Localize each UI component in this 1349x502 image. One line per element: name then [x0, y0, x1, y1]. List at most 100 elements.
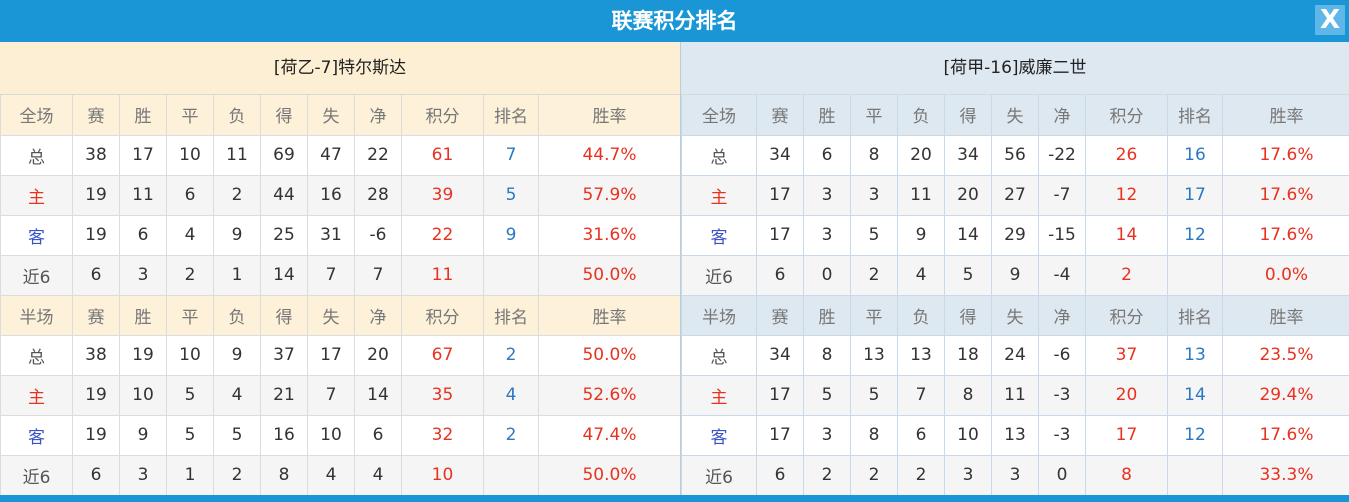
points-cell: 22: [401, 215, 484, 256]
stat-cell: 4: [354, 455, 402, 496]
table-row: 主 19 10 5 4 21 7 14 35 4 52.6%: [0, 375, 681, 416]
stat-cell: -15: [1038, 215, 1086, 256]
dialog-title: 联赛积分排名: [611, 9, 738, 33]
points-cell: 67: [401, 335, 484, 376]
dialog-title-bar: 联赛积分排名 X: [0, 0, 1349, 42]
points-cell: 10: [401, 455, 484, 496]
table-row: 近6 6 3 1 2 8 4 4 10 50.0%: [0, 455, 681, 496]
points-cell: 14: [1085, 215, 1168, 256]
stat-cell: 8: [803, 335, 851, 376]
stat-cell: 31: [307, 215, 355, 256]
standings-table: 全场赛胜平负得失净积分 排名 胜率总 34 6 8 20 34 56 -22 26 16 17.6% 主 1…: [681, 95, 1349, 496]
rank-cell: 5: [483, 175, 539, 216]
stat-cell: 5: [944, 255, 992, 296]
stat-cell: 5: [213, 415, 261, 456]
table-row: 客 19 9 5 5 16 10 6 32 2 47.4%: [0, 415, 681, 456]
stat-cell: 11: [119, 175, 167, 216]
stat-cell: 13: [897, 335, 945, 376]
stat-cell: 38: [72, 335, 120, 376]
stat-cell: 19: [72, 415, 120, 456]
column-header-row: 全场赛胜平负得失净积分 排名 胜率: [681, 95, 1349, 136]
rank-cell: 4: [483, 375, 539, 416]
stat-cell: 34: [944, 135, 992, 176]
rank-cell: 17: [1167, 175, 1223, 216]
stat-cell: 47: [307, 135, 355, 176]
stat-cell: 6: [72, 455, 120, 496]
stat-cell: 13: [991, 415, 1039, 456]
column-header: 失: [307, 95, 355, 136]
rank-cell: [1167, 255, 1223, 296]
column-header: 胜: [119, 295, 167, 336]
row-label: 总: [0, 335, 73, 376]
column-header: 积分: [1085, 95, 1168, 136]
stat-cell: 9: [213, 215, 261, 256]
close-button[interactable]: X: [1315, 5, 1345, 35]
win-rate-cell: 33.3%: [1222, 455, 1349, 496]
column-header: 半场: [0, 295, 73, 336]
stat-cell: 28: [354, 175, 402, 216]
stat-cell: 6: [803, 135, 851, 176]
stat-cell: 4: [897, 255, 945, 296]
rank-cell: 12: [1167, 215, 1223, 256]
points-cell: 26: [1085, 135, 1168, 176]
points-cell: 17: [1085, 415, 1168, 456]
win-rate-cell: 50.0%: [538, 455, 681, 496]
column-header: 负: [897, 295, 945, 336]
stat-cell: 6: [166, 175, 214, 216]
stat-cell: 20: [354, 335, 402, 376]
points-cell: 2: [1085, 255, 1168, 296]
column-header: 胜率: [538, 95, 681, 136]
column-header: 排名: [1167, 95, 1223, 136]
stat-cell: 5: [166, 415, 214, 456]
stat-cell: -6: [1038, 335, 1086, 376]
column-header-row: 半场赛胜平负得失净积分 排名 胜率: [0, 295, 681, 336]
stat-cell: 10: [166, 335, 214, 376]
stat-cell: 0: [803, 255, 851, 296]
rank-cell: 14: [1167, 375, 1223, 416]
stat-cell: 16: [307, 175, 355, 216]
rank-cell: 7: [483, 135, 539, 176]
away-team-panel: [荷甲-16]威廉二世 全场赛胜平负得失净积分 排名 胜率总 34 6 8 20 34 56 -22…: [680, 42, 1349, 496]
column-header: 胜: [803, 95, 851, 136]
win-rate-cell: 57.9%: [538, 175, 681, 216]
column-header: 负: [213, 95, 261, 136]
stat-cell: 24: [991, 335, 1039, 376]
stat-cell: 10: [166, 135, 214, 176]
row-label: 客: [0, 415, 73, 456]
stat-cell: 17: [307, 335, 355, 376]
stat-cell: 2: [213, 455, 261, 496]
stat-cell: 6: [72, 255, 120, 296]
win-rate-cell: 23.5%: [1222, 335, 1349, 376]
column-header: 积分: [401, 295, 484, 336]
stat-cell: 16: [260, 415, 308, 456]
stat-cell: 22: [354, 135, 402, 176]
column-header: 胜: [119, 95, 167, 136]
rank-cell: 13: [1167, 335, 1223, 376]
stat-cell: 6: [354, 415, 402, 456]
stat-cell: 10: [307, 415, 355, 456]
points-cell: 12: [1085, 175, 1168, 216]
close-icon: X: [1319, 5, 1341, 35]
stat-cell: 7: [897, 375, 945, 416]
stat-cell: 27: [991, 175, 1039, 216]
win-rate-cell: 17.6%: [1222, 175, 1349, 216]
column-header: 失: [991, 295, 1039, 336]
rank-cell: 2: [483, 335, 539, 376]
stat-cell: 3: [803, 215, 851, 256]
stat-cell: 10: [944, 415, 992, 456]
column-header: 积分: [1085, 295, 1168, 336]
stat-cell: 7: [354, 255, 402, 296]
stat-cell: 9: [119, 415, 167, 456]
stat-cell: 11: [991, 375, 1039, 416]
stat-cell: 8: [850, 135, 898, 176]
stat-cell: -6: [354, 215, 402, 256]
stat-cell: 10: [119, 375, 167, 416]
stat-cell: 1: [213, 255, 261, 296]
table-row: 客 17 3 5 9 14 29 -15 14 12 17.6%: [681, 215, 1349, 256]
stat-cell: 17: [756, 175, 804, 216]
points-cell: 61: [401, 135, 484, 176]
stat-cell: 5: [166, 375, 214, 416]
stat-cell: -3: [1038, 415, 1086, 456]
stat-cell: 2: [803, 455, 851, 496]
stat-cell: 7: [307, 375, 355, 416]
